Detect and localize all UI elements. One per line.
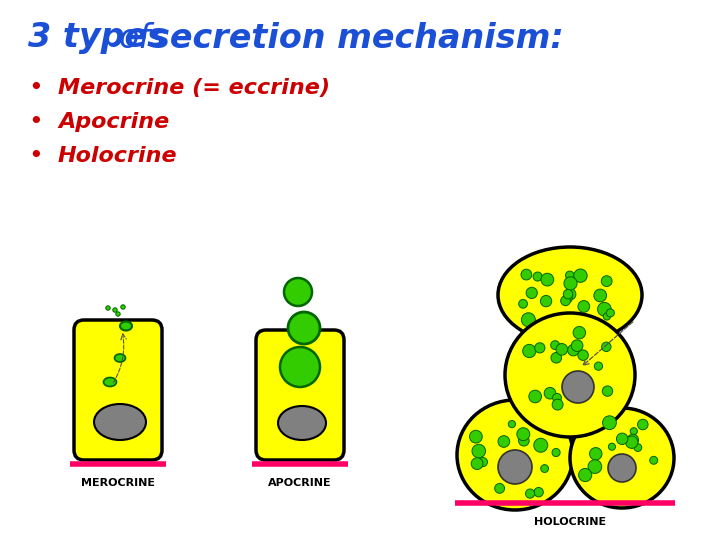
Circle shape [626,436,638,448]
Text: 3 types: 3 types [28,22,167,55]
Circle shape [521,269,532,280]
Circle shape [627,434,639,446]
Circle shape [528,390,541,403]
Circle shape [471,458,483,469]
Circle shape [508,421,516,428]
Circle shape [288,312,320,344]
Circle shape [562,371,594,403]
Circle shape [630,428,637,435]
Circle shape [535,343,545,353]
Circle shape [521,313,536,327]
Circle shape [526,489,535,498]
Circle shape [603,386,613,396]
Ellipse shape [278,406,326,440]
FancyBboxPatch shape [256,330,344,460]
Circle shape [573,327,585,339]
Circle shape [590,448,602,460]
FancyBboxPatch shape [74,320,162,460]
Circle shape [565,271,574,280]
Text: Merocrine (= eccrine): Merocrine (= eccrine) [58,78,330,98]
Circle shape [495,483,505,493]
Ellipse shape [457,400,573,510]
Circle shape [533,272,542,281]
Text: Apocrine: Apocrine [58,112,169,132]
Circle shape [564,288,576,300]
Circle shape [517,428,530,441]
Circle shape [106,306,110,310]
Circle shape [649,456,657,464]
Circle shape [580,319,588,327]
Circle shape [552,393,562,402]
Ellipse shape [498,247,642,343]
Text: •: • [28,110,42,134]
Text: Holocrine: Holocrine [58,146,178,166]
Circle shape [116,312,120,316]
Circle shape [498,450,532,484]
Circle shape [588,460,602,474]
Circle shape [280,347,320,387]
Circle shape [551,341,559,349]
Circle shape [616,433,628,444]
Circle shape [284,278,312,306]
Circle shape [578,301,590,312]
Circle shape [637,419,648,430]
Circle shape [469,430,482,443]
Circle shape [581,322,590,332]
Circle shape [551,353,562,363]
Circle shape [121,305,125,309]
Text: MEROCRINE: MEROCRINE [81,478,155,488]
Circle shape [518,300,528,308]
Circle shape [601,276,612,287]
Circle shape [518,435,529,446]
Circle shape [603,313,611,320]
Circle shape [564,277,577,290]
Text: •: • [28,76,42,100]
Circle shape [541,273,554,286]
Text: APOCRINE: APOCRINE [268,478,332,488]
Circle shape [498,436,510,447]
Text: of: of [118,22,150,55]
Circle shape [541,464,549,472]
Circle shape [534,488,544,497]
Circle shape [563,294,572,303]
Circle shape [534,438,548,452]
Ellipse shape [570,408,674,508]
Circle shape [561,296,570,306]
Circle shape [552,448,560,457]
Circle shape [606,309,614,317]
Circle shape [563,289,573,299]
Circle shape [571,340,583,352]
Circle shape [523,345,536,357]
Circle shape [594,362,603,370]
Text: •: • [28,144,42,168]
Circle shape [567,345,579,356]
Circle shape [578,350,588,360]
Circle shape [602,342,611,352]
Text: HOLOCRINE: HOLOCRINE [534,517,606,527]
Circle shape [552,399,563,410]
Ellipse shape [114,354,125,362]
Circle shape [574,269,587,282]
Ellipse shape [104,377,117,387]
Circle shape [526,287,537,299]
Circle shape [113,308,117,312]
Text: secretion mechanism:: secretion mechanism: [150,22,564,55]
Circle shape [579,468,592,482]
Circle shape [541,295,552,307]
Circle shape [603,416,616,430]
Ellipse shape [120,321,132,330]
Circle shape [594,289,606,302]
Circle shape [598,302,611,316]
Circle shape [478,457,487,467]
Ellipse shape [505,313,635,437]
Circle shape [608,443,616,450]
Circle shape [472,444,485,458]
Ellipse shape [94,404,146,440]
Circle shape [634,444,642,451]
Circle shape [556,343,567,355]
Circle shape [608,454,636,482]
Circle shape [544,387,556,399]
